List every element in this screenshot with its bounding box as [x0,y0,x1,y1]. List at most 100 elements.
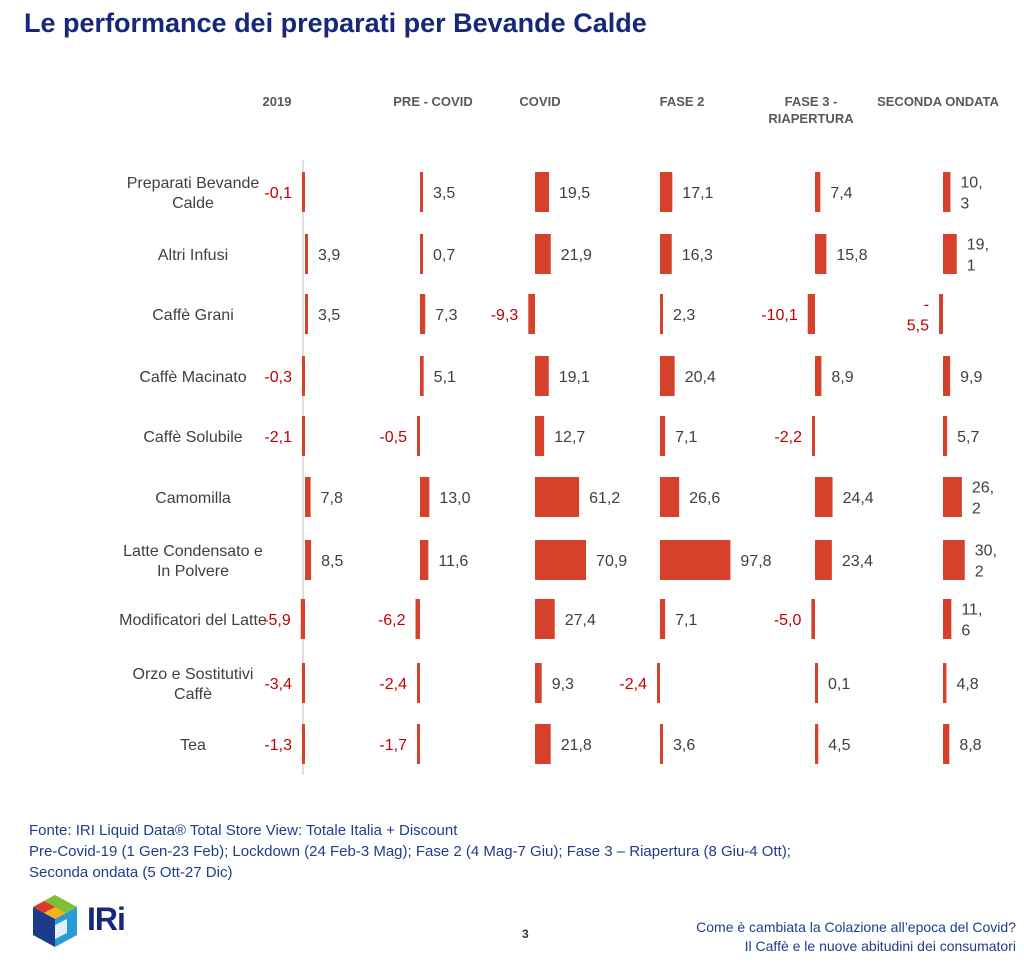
data-label: -0,1 [264,185,292,202]
data-label: 3,9 [318,247,340,264]
bar [535,416,545,456]
series-header: SECONDA ONDATA [877,94,999,109]
bar [660,477,680,517]
category-label: Camomilla [155,490,231,507]
category-label: Caffè Grani [152,307,234,324]
bar [657,663,660,703]
bar [943,356,951,396]
series-header: 2019 [263,94,292,109]
bar [807,294,815,334]
series-header: FASE 2 [660,94,705,109]
data-label: -3,4 [264,676,292,693]
bar [939,294,943,334]
bar [302,172,305,212]
data-label: 23,4 [842,553,873,570]
data-label: 11,6 [438,553,468,570]
page-title: Le performance dei preparati per Bevande… [24,8,647,38]
bar [660,540,731,580]
bar [300,599,305,639]
bar [302,663,305,703]
bar [815,663,818,703]
data-label: 8,9 [831,369,853,386]
data-label: -5,9 [263,612,291,629]
bar [943,599,952,639]
bar [535,356,549,396]
data-label: 8,5 [321,553,343,570]
bar [811,599,815,639]
bar [812,416,815,456]
source-line: Pre-Covid-19 (1 Gen-23 Feb); Lockdown (2… [29,843,791,860]
data-label: 0,7 [433,247,455,264]
source-line: Seconda ondata (5 Ott-27 Dic) [29,864,233,881]
bar [528,294,535,334]
bar [305,540,312,580]
data-label: 70,9 [596,553,627,570]
data-label: 13,0 [439,490,470,507]
iri-cube-icon [33,895,77,947]
bar [535,724,551,764]
bar [943,416,948,456]
data-label: -2,1 [264,429,292,446]
bar [302,356,305,396]
footer-tagline: Come è cambiata la Colazione all’epoca d… [696,918,1016,956]
bar [420,477,430,517]
data-label: 97,8 [740,553,771,570]
tagline-line: Il Caffè e le nuove abitudini dei consum… [744,938,1016,954]
data-label: 19,1 [559,369,590,386]
category-label: Caffè Macinato [139,369,246,386]
bar [943,234,957,274]
data-label: -1,3 [264,737,292,754]
data-label: -9,3 [491,307,519,324]
category-label: Modificatori del Latte [119,612,267,629]
data-label: -5,5 [907,297,929,335]
data-label: 3,5 [433,185,455,202]
category-label: Caffè Solubile [143,429,242,446]
iri-logo-text: IRi [87,901,126,937]
data-label: 20,4 [685,369,716,386]
chart: Preparati Bevande Calde Altri Infusi Caffè … [119,94,1000,775]
data-label: -5,0 [774,612,802,629]
bar [660,356,675,396]
bar [420,540,429,580]
bar [660,599,666,639]
data-label: 9,3 [552,676,574,693]
bar [815,724,819,764]
data-label: 19,5 [559,185,590,202]
series-header: COVID [519,94,560,109]
data-label: 4,5 [828,737,850,754]
bar [417,663,420,703]
source-note: Fonte: IRI Liquid Data® Total Store View… [29,820,791,883]
bar [535,477,580,517]
bar [943,540,965,580]
bar [535,172,550,212]
bar [660,724,663,764]
bar [420,234,423,274]
bar [415,599,420,639]
bar [535,663,542,703]
data-label: -0,5 [379,429,407,446]
data-label: 19,1 [967,237,989,275]
bar [660,294,663,334]
page-number: 3 [522,927,529,941]
data-label: 2,3 [673,307,695,324]
iri-logo: IRi [29,893,141,951]
bar [535,540,587,580]
data-label: 61,2 [589,490,620,507]
bar [943,663,947,703]
bar [417,416,420,456]
data-label: 21,9 [561,247,592,264]
data-label: -6,2 [378,612,406,629]
bar [302,416,305,456]
bar [305,477,311,517]
data-label: 3,6 [673,737,695,754]
bar [815,356,822,396]
data-label: 26,6 [689,490,720,507]
category-label: Orzo e Sostitutivi Caffè [133,666,254,703]
category-label: Tea [180,737,206,754]
data-label: 16,3 [682,247,713,264]
data-label: 0,1 [828,676,850,693]
series-header: FASE 3 -RIAPERTURA [768,94,854,126]
tagline-line: Come è cambiata la Colazione all’epoca d… [696,919,1016,935]
bar [420,356,424,396]
bar [815,540,832,580]
